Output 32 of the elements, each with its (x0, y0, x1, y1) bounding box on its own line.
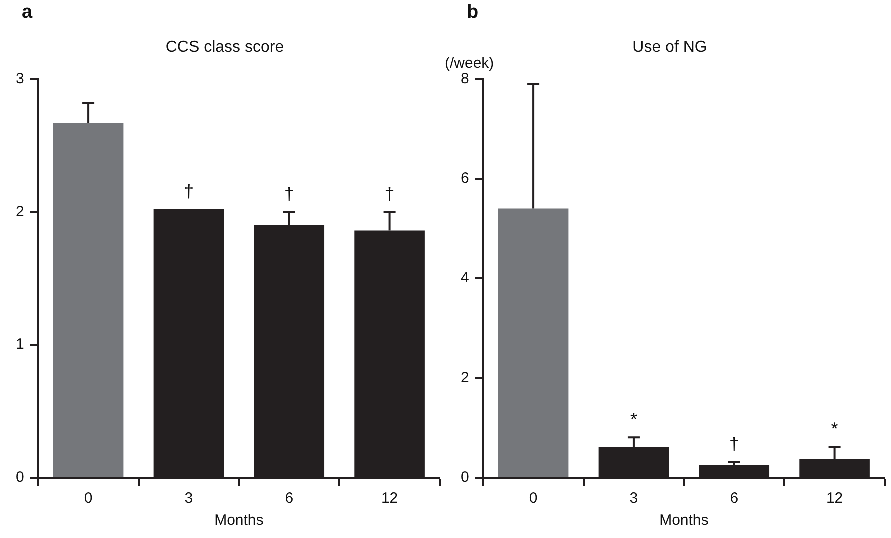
bar (53, 123, 124, 478)
annotation: † (729, 434, 740, 454)
y-tick-label: 6 (461, 170, 470, 188)
annotation: † (284, 184, 294, 204)
x-tick-label: 12 (826, 490, 844, 508)
y-tick-label: 2 (461, 369, 470, 386)
x-tick-label: 3 (184, 490, 194, 508)
y-tick-label: 0 (461, 469, 470, 486)
x-tick-label: 6 (730, 490, 739, 508)
chart-title: CCS class score (166, 39, 284, 56)
y-tick-label: 0 (16, 469, 24, 486)
annotation: * (831, 419, 838, 440)
x-axis-title: Months (214, 512, 264, 530)
x-tick-label: 3 (630, 490, 638, 508)
x-axis-title: Months (660, 512, 709, 530)
annotation: † (184, 181, 194, 202)
chart-title: Use of NG (632, 39, 708, 56)
x-tick-label: 0 (529, 490, 538, 508)
annotation: † (384, 184, 395, 204)
x-tick-label: 12 (381, 490, 398, 508)
y-tick-label: 1 (16, 336, 24, 354)
y-tick-label: 2 (16, 203, 24, 220)
y-tick-label: 8 (461, 70, 470, 88)
bar (498, 208, 569, 478)
text: b (467, 2, 479, 24)
y-tick-label: 4 (461, 270, 470, 287)
x-tick-label: 6 (285, 490, 294, 508)
text: a (22, 2, 33, 24)
y-tick-label: 3 (16, 70, 24, 88)
y-axis-title: (/week) (445, 54, 494, 72)
x-tick-label: 0 (84, 490, 93, 508)
annotation: * (630, 410, 638, 430)
